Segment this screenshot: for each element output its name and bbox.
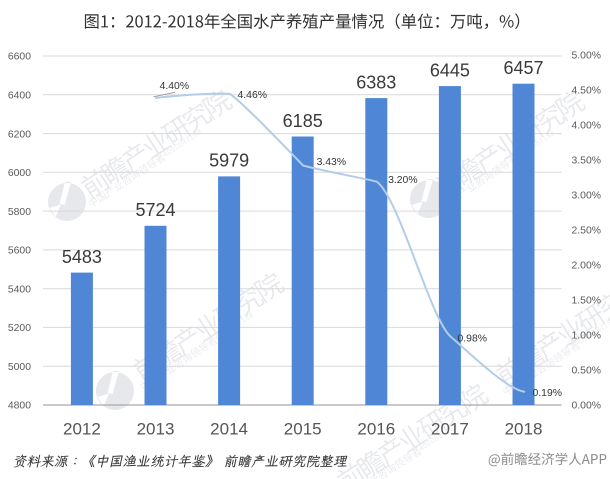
svg-text:4.00%: 4.00% [572,121,601,132]
svg-text:6383: 6383 [356,72,396,92]
svg-text:3.50%: 3.50% [572,156,601,167]
svg-text:5979: 5979 [209,151,249,171]
svg-text:5800: 5800 [8,207,31,218]
svg-text:3.43%: 3.43% [317,157,346,168]
svg-text:0.50%: 0.50% [572,366,601,377]
svg-text:2018: 2018 [505,420,543,439]
svg-text:5600: 5600 [8,246,31,257]
svg-text:5400: 5400 [8,284,31,295]
svg-text:6000: 6000 [8,168,31,179]
svg-text:4800: 4800 [8,401,31,412]
svg-text:0.19%: 0.19% [533,388,562,399]
svg-text:6445: 6445 [430,60,470,80]
svg-text:5724: 5724 [135,200,175,220]
svg-text:2014: 2014 [210,420,248,439]
svg-text:4.40%: 4.40% [160,81,189,92]
svg-text:6400: 6400 [8,91,31,102]
svg-text:3.00%: 3.00% [572,191,601,202]
svg-text:4.50%: 4.50% [572,86,601,97]
svg-text:2.00%: 2.00% [572,261,601,272]
svg-text:0.98%: 0.98% [458,334,487,345]
svg-text:5000: 5000 [8,362,31,373]
svg-text:6457: 6457 [503,58,543,78]
svg-text:5483: 5483 [62,247,102,267]
svg-text:0.00%: 0.00% [572,401,601,412]
svg-text:2016: 2016 [357,420,395,439]
svg-text:5.00%: 5.00% [572,51,601,62]
svg-text:5200: 5200 [8,323,31,334]
svg-text:6185: 6185 [283,111,323,131]
svg-text:2017: 2017 [431,420,469,439]
svg-text:4.46%: 4.46% [238,90,267,101]
svg-text:6200: 6200 [8,129,31,140]
svg-text:1.00%: 1.00% [572,331,601,342]
svg-text:1.50%: 1.50% [572,296,601,307]
svg-text:2012: 2012 [63,420,101,439]
svg-text:2015: 2015 [284,420,322,439]
svg-text:3.20%: 3.20% [388,175,417,186]
svg-text:2013: 2013 [137,420,175,439]
svg-text:6600: 6600 [8,52,31,63]
svg-text:2.50%: 2.50% [572,226,601,237]
